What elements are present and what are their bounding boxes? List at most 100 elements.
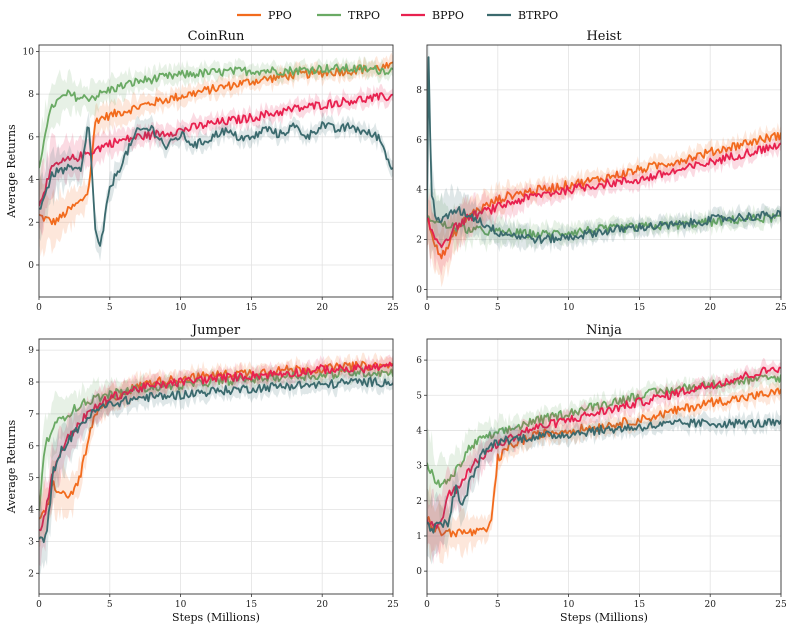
- legend-label-trpo: TRPO: [348, 9, 380, 22]
- y-tick-label: 10: [23, 47, 35, 57]
- x-tick-label: 25: [775, 303, 787, 313]
- series-line-trpo: [427, 212, 781, 240]
- x-tick-label: 25: [387, 303, 399, 313]
- series-group: [39, 352, 393, 577]
- y-tick-label: 0: [28, 261, 34, 271]
- y-tick-label: 3: [28, 537, 34, 547]
- y-tick-label: 8: [28, 378, 34, 388]
- y-tick-label: 2: [28, 569, 34, 579]
- x-tick-label: 10: [563, 303, 575, 313]
- y-tick-label: 5: [416, 391, 422, 401]
- x-tick-label: 10: [563, 600, 575, 610]
- series-band-bppo: [427, 134, 781, 276]
- x-tick-label: 25: [387, 600, 399, 610]
- panel-frame: [426, 338, 782, 595]
- panel-jumper: 0 5 10 15 20 25 2 3 4 5 6 7 8 9 Jumper Average Returns S…: [5, 323, 399, 624]
- series-line-btrpo: [39, 121, 393, 247]
- x-tick-label: 5: [495, 600, 501, 610]
- panel-ninja: 0 5 10 15 20 25 0 1 2 3 4 5 6 Ninja Steps (Millions): [416, 323, 787, 624]
- y-tick-label: 4: [28, 176, 34, 186]
- x-tick-label: 20: [704, 600, 716, 610]
- x-tick-label: 5: [495, 303, 501, 313]
- panel-title-ninja: Ninja: [586, 323, 622, 338]
- y-tick-label: 9: [28, 346, 34, 356]
- y-tick-label: 1: [416, 532, 422, 542]
- y-tick-label: 8: [28, 90, 34, 100]
- series-group: [427, 357, 781, 565]
- panel-frame: [38, 338, 394, 595]
- series-band-trpo: [427, 181, 781, 261]
- series-line-btrpo: [427, 418, 781, 534]
- y-tick-label: 0: [416, 567, 422, 577]
- series-line-btrpo: [427, 56, 781, 244]
- x-tick-label: 20: [316, 600, 328, 610]
- y-tick-label: 2: [416, 236, 422, 246]
- series-band-trpo: [39, 360, 393, 546]
- x-tick-label: 15: [246, 303, 258, 313]
- y-axis-label: Average Returns: [5, 124, 18, 219]
- series-band-ppo: [427, 378, 781, 565]
- legend-label-bppo: BPPO: [432, 9, 464, 22]
- series-line-btrpo: [39, 376, 393, 544]
- series-band-ppo: [427, 122, 781, 288]
- legend-label-btrpo: BTRPO: [518, 9, 558, 22]
- x-tick-label: 10: [175, 303, 187, 313]
- series-band-trpo: [427, 365, 781, 521]
- x-tick-label: 15: [634, 303, 646, 313]
- series-line-bppo: [39, 92, 393, 207]
- y-tick-label: 7: [28, 410, 34, 420]
- panel-coinrun: 0 5 10 15 20 25 0 2 4 6 8 10 CoinRun Average Returns: [5, 29, 399, 313]
- x-tick-label: 0: [36, 600, 42, 610]
- x-tick-label: 15: [634, 600, 646, 610]
- y-tick-label: 8: [416, 86, 422, 96]
- series-line-ppo: [427, 387, 781, 538]
- y-axis-label: Average Returns: [5, 419, 18, 514]
- y-tick-label: 6: [28, 442, 34, 452]
- x-tick-label: 5: [107, 600, 113, 610]
- series-group: [427, 45, 781, 288]
- x-tick-label: 25: [775, 600, 787, 610]
- series-line-ppo: [427, 132, 781, 260]
- y-tick-label: 2: [416, 497, 422, 507]
- y-tick-label: 6: [28, 133, 34, 143]
- panel-frame: [38, 44, 394, 298]
- series-line-trpo: [39, 63, 393, 169]
- legend-entry-bppo: BPPO: [401, 9, 464, 22]
- panel-title-heist: Heist: [586, 29, 622, 44]
- series-line-ppo: [39, 61, 393, 226]
- y-tick-label: 4: [416, 186, 422, 196]
- x-tick-label: 10: [175, 600, 187, 610]
- y-tick-label: 0: [416, 286, 422, 296]
- legend: PPO TRPO BPPO BTRPO: [237, 9, 558, 22]
- x-tick-label: 20: [316, 303, 328, 313]
- legend-entry-trpo: TRPO: [317, 9, 380, 22]
- x-tick-label: 20: [704, 303, 716, 313]
- legend-entry-btrpo: BTRPO: [487, 9, 558, 22]
- y-tick-label: 5: [28, 474, 34, 484]
- panel-frame: [426, 44, 782, 298]
- y-tick-label: 6: [416, 356, 422, 366]
- x-tick-label: 15: [246, 600, 258, 610]
- x-tick-label: 0: [36, 303, 42, 313]
- panel-title-coinrun: CoinRun: [188, 29, 245, 44]
- legend-label-ppo: PPO: [268, 9, 292, 22]
- y-tick-label: 2: [28, 218, 34, 228]
- legend-entry-ppo: PPO: [237, 9, 292, 22]
- series-line-bppo: [39, 361, 393, 532]
- y-tick-label: 6: [416, 136, 422, 146]
- x-tick-label: 0: [424, 600, 430, 610]
- series-line-bppo: [427, 142, 781, 249]
- x-axis-label: Steps (Millions): [172, 611, 260, 624]
- x-tick-label: 5: [107, 303, 113, 313]
- y-tick-label: 4: [28, 506, 34, 516]
- y-tick-label: 4: [416, 426, 422, 436]
- series-band-ppo: [39, 52, 393, 258]
- panel-heist: 0 5 10 15 20 25 0 2 4 6 8 Heist: [416, 29, 787, 313]
- x-tick-label: 0: [424, 303, 430, 313]
- y-tick-label: 3: [416, 462, 422, 472]
- panel-title-jumper: Jumper: [190, 323, 241, 338]
- series-band-btrpo: [39, 368, 393, 577]
- x-axis-label: Steps (Millions): [560, 611, 648, 624]
